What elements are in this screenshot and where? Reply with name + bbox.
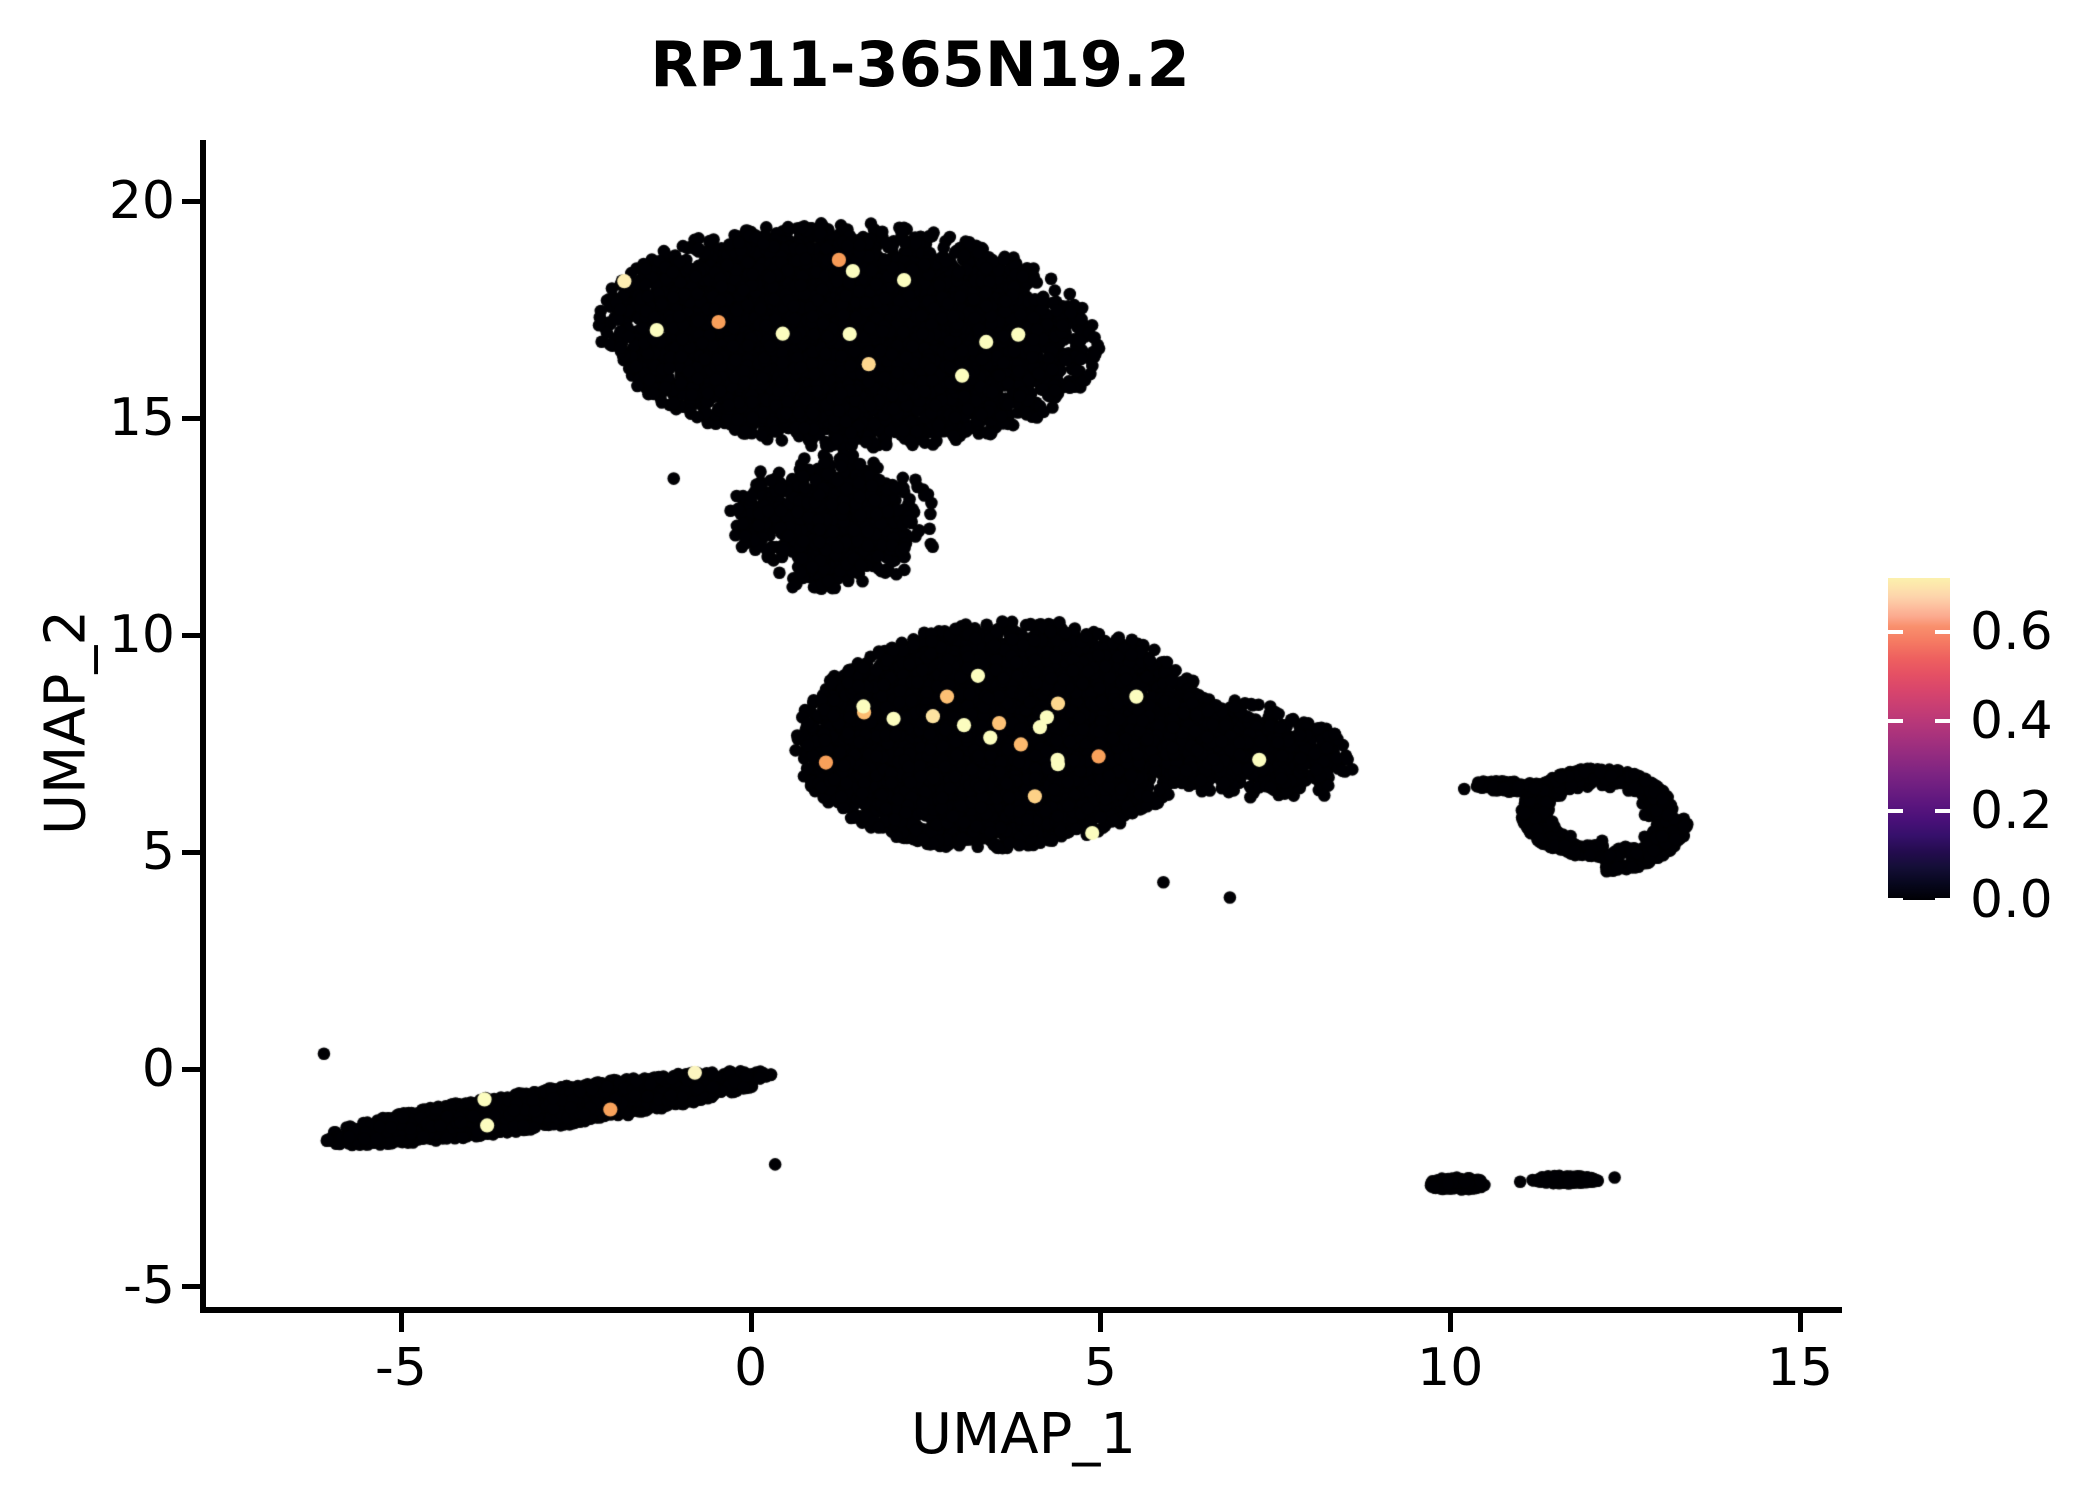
y-tick-mark [182, 1283, 200, 1289]
y-tick-label: 15 [108, 387, 175, 448]
colorbar: 0.0 0.2 0.4 0.6 [1888, 578, 2088, 930]
colorbar-tick-label: 0.2 [1970, 780, 2053, 841]
colorbar-tick-mark [1888, 629, 1903, 634]
y-tick-mark [182, 415, 200, 421]
y-tick-label: -5 [123, 1255, 175, 1316]
colorbar-tick-label: 0.6 [1970, 601, 2053, 662]
x-tick-mark [1098, 1313, 1104, 1332]
y-tick-label: 20 [108, 170, 175, 231]
x-tick-mark [398, 1313, 404, 1332]
x-tick-mark [1448, 1313, 1454, 1332]
x-tick-label: 10 [1417, 1338, 1484, 1398]
y-axis-spine [200, 140, 206, 1312]
y-tick-mark [182, 1066, 200, 1072]
colorbar-tick-mark [1888, 898, 1903, 902]
colorbar-tick-label: 0.0 [1970, 870, 2053, 930]
y-tick-mark [182, 198, 200, 204]
x-tick-label: -5 [374, 1338, 427, 1398]
x-tick-mark [748, 1313, 754, 1332]
y-axis-title: UMAP_2 [33, 610, 99, 836]
y-tick-mark [182, 632, 200, 638]
y-tick-mark [182, 849, 200, 855]
page-title: RP11-365N19.2 [650, 28, 1190, 101]
colorbar-tick-mark [1935, 629, 1950, 634]
colorbar-tick-mark [1888, 808, 1903, 813]
colorbar-tick-mark [1935, 808, 1950, 813]
y-tick-label: 10 [108, 604, 175, 665]
colorbar-tick-label: 0.4 [1970, 691, 2053, 752]
y-tick-label: 0 [141, 1038, 175, 1099]
x-tick-label: 15 [1766, 1338, 1834, 1398]
y-tick-label: 5 [141, 821, 175, 882]
x-tick-label: 0 [734, 1338, 768, 1398]
plot-area [205, 140, 1842, 1312]
colorbar-tick-mark [1935, 898, 1950, 902]
colorbar-tick-mark [1935, 719, 1950, 724]
scatter-points-canvas [205, 140, 1842, 1312]
x-axis-title: UMAP_1 [910, 1402, 1136, 1467]
x-tick-mark [1798, 1313, 1804, 1332]
colorbar-gradient [1888, 578, 1950, 900]
colorbar-tick-mark [1888, 719, 1903, 724]
x-tick-label: 5 [1083, 1338, 1117, 1398]
